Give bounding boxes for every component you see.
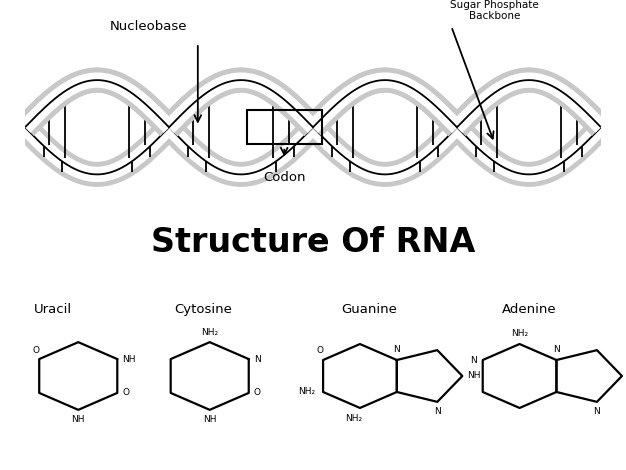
Text: N: N <box>393 345 400 354</box>
Text: N: N <box>434 407 441 416</box>
Text: NH: NH <box>468 371 481 381</box>
Text: Cytosine: Cytosine <box>175 303 232 316</box>
Text: Nucleobase: Nucleobase <box>110 20 188 33</box>
Text: N: N <box>593 407 600 416</box>
Text: NH: NH <box>203 415 217 424</box>
Text: NH₂: NH₂ <box>345 414 362 423</box>
Text: NH₂: NH₂ <box>299 387 316 397</box>
Text: O: O <box>317 346 324 355</box>
Text: Structure Of RNA: Structure Of RNA <box>151 226 475 258</box>
Text: NH₂: NH₂ <box>511 329 528 338</box>
Text: N: N <box>553 345 560 354</box>
Text: O: O <box>122 388 130 398</box>
Text: Adenine: Adenine <box>501 303 557 316</box>
Text: Uracil: Uracil <box>34 303 72 316</box>
Text: N: N <box>254 354 260 364</box>
Text: O: O <box>254 388 261 398</box>
Text: O: O <box>33 346 39 355</box>
Text: N: N <box>470 355 476 365</box>
Text: Guanine: Guanine <box>341 303 398 316</box>
Text: NH₂: NH₂ <box>201 329 218 337</box>
Text: NH: NH <box>71 415 85 424</box>
Text: Codon: Codon <box>263 171 305 184</box>
Bar <box>247 110 322 144</box>
Text: Sugar Phosphate
Backbone: Sugar Phosphate Backbone <box>450 0 539 21</box>
Text: NH: NH <box>122 354 136 364</box>
